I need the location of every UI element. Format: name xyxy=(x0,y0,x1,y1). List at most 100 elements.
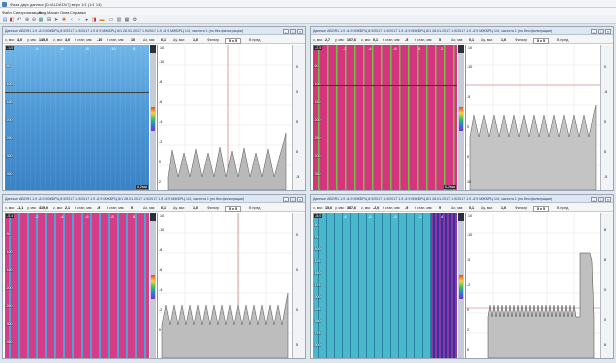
right-axis-label: -5 xyxy=(296,175,300,179)
minimize-button[interactable]: – xyxy=(283,196,289,202)
x-value[interactable]: 15,6 xyxy=(325,205,332,210)
menu-help[interactable]: Справка xyxy=(70,9,86,15)
scan-image[interactable]: -1,5 -4 -6 -8 -10 8 50 100 150 200 250 3… xyxy=(5,45,149,190)
layout-2-icon[interactable]: ▥ xyxy=(116,16,122,23)
tamp-value[interactable]: 9 xyxy=(439,205,441,210)
y-value[interactable]: 419,0 xyxy=(39,205,48,210)
arrow-left-icon[interactable]: ‹ xyxy=(71,16,73,23)
scan-image[interactable]: -2,5 -2 -4 -6 0 2 50 100 150 200 250 300… xyxy=(313,45,457,190)
dx-value[interactable]: 0,1 xyxy=(161,37,166,42)
layout-1-icon[interactable]: ▭ xyxy=(108,16,114,23)
cursor-icon[interactable]: ➤ xyxy=(53,16,59,23)
amp-value[interactable]: -9 xyxy=(97,205,101,210)
menu-view[interactable]: Вид xyxy=(39,9,47,15)
profile-plot[interactable]: 10 -10 -8 -6 -4 -2 0 xyxy=(157,213,292,358)
folder-icon[interactable]: ▤ xyxy=(2,16,8,23)
minimize-button[interactable]: – xyxy=(591,196,597,202)
amp-value[interactable]: -10 xyxy=(97,37,103,42)
filter-select[interactable]: 5 х 5 xyxy=(533,205,549,212)
palette-icon[interactable]: ▬ xyxy=(99,16,105,23)
menu-windows[interactable]: Окна xyxy=(60,9,70,15)
profile-plot[interactable]: 10 -10 -5 0 5 10 xyxy=(465,45,600,190)
menu-masks[interactable]: Маски xyxy=(47,9,59,15)
color-scale[interactable] xyxy=(458,45,464,190)
sq-label[interactable]: В пред xyxy=(557,37,569,42)
y-value[interactable]: 145,0 xyxy=(39,37,48,42)
arrow-right-icon[interactable]: › xyxy=(78,16,80,23)
color-scale[interactable] xyxy=(458,213,464,358)
plot-y-label: 0 xyxy=(467,125,469,129)
y-value[interactable]: 387,6 xyxy=(347,205,356,210)
filter-select[interactable]: 5 х 5 xyxy=(225,37,241,44)
menu-sync[interactable]: Синхронизация xyxy=(13,9,42,15)
maximize-button[interactable]: □ xyxy=(290,196,296,202)
amp-value[interactable]: -5 xyxy=(405,37,409,42)
close-button[interactable]: × xyxy=(605,196,611,202)
dx-label: Δx, мм: xyxy=(143,205,156,210)
top-mark: -4 xyxy=(35,46,39,51)
menu-file[interactable]: Файл xyxy=(2,9,12,15)
close-button[interactable]: × xyxy=(297,196,303,202)
settings-icon[interactable]: ⚙ xyxy=(132,16,138,23)
z-value[interactable]: -2,0 xyxy=(373,205,380,210)
dy-value[interactable]: 1,0 xyxy=(193,37,198,42)
filter-select[interactable]: 5 х 5 xyxy=(533,37,549,44)
plot-y-label: 0 xyxy=(467,308,469,312)
z-value[interactable]: 4,0 xyxy=(65,37,70,42)
marker-icon[interactable]: ✚ xyxy=(61,16,67,23)
close-button[interactable]: × xyxy=(297,28,303,34)
profile-plot[interactable]: 10 -10 -5 -2 0 2 5 xyxy=(465,213,600,358)
dy-value[interactable]: 1,0 xyxy=(193,205,198,210)
dx-value[interactable]: 0,1 xyxy=(469,37,474,42)
dy-value[interactable]: 1,0 xyxy=(501,37,506,42)
amp-value[interactable]: -9 xyxy=(405,205,409,210)
depth-label: 275 xyxy=(314,331,321,335)
zoom-out-icon[interactable]: ⊖ xyxy=(31,16,37,23)
zoom-in-icon[interactable]: ⊕ xyxy=(24,16,30,23)
cursor-line[interactable] xyxy=(5,92,149,93)
z-value[interactable]: 2,1 xyxy=(65,205,70,210)
dx-value[interactable]: 0,1 xyxy=(469,205,474,210)
tamp-value[interactable]: 5 xyxy=(439,37,441,42)
scan-image[interactable]: -8,0 -4 -6 -8 -2 4 50 75 100 125 150 175… xyxy=(313,213,457,358)
layout-4-icon[interactable]: ▦ xyxy=(124,16,130,23)
cursor-line[interactable] xyxy=(313,85,457,86)
sq-label[interactable]: В пред xyxy=(249,205,261,210)
maximize-button[interactable]: □ xyxy=(290,28,296,34)
top-mark: -6 xyxy=(60,46,64,51)
dy-value[interactable]: 1,0 xyxy=(501,205,506,210)
filter-select[interactable]: 5 х 5 xyxy=(225,205,241,212)
tamp-value[interactable]: 10 xyxy=(131,37,135,42)
sq-label[interactable]: В пред xyxy=(249,37,261,42)
maximize-button[interactable]: □ xyxy=(598,196,604,202)
color-scale[interactable] xyxy=(150,213,156,358)
stop-icon[interactable]: ◨ xyxy=(91,16,97,23)
right-axis-label: -5 xyxy=(604,90,608,94)
tamp-value[interactable]: 9 xyxy=(131,205,133,210)
dx-value[interactable]: 0,1 xyxy=(161,205,166,210)
undo-icon[interactable]: ↶ xyxy=(16,16,22,23)
x-value[interactable]: 2,7 xyxy=(325,37,330,42)
grid-icon[interactable]: ▦ xyxy=(38,16,44,23)
panel-top-left: Данные ABOR1 1.9 -8-9 МЖБРЦ 8.9/2017 1.9… xyxy=(2,26,306,191)
x-label: x, мм: xyxy=(5,37,15,42)
x-value[interactable]: 4,0 xyxy=(17,37,22,42)
maximize-button[interactable]: □ xyxy=(598,28,604,34)
minimize-button[interactable]: – xyxy=(591,28,597,34)
right-axis-label: 0 xyxy=(604,65,606,69)
save-icon[interactable]: ◧ xyxy=(9,16,15,23)
scan-image[interactable]: -5,4 -2 -4 -6 -8 8 50 100 150 200 250 30… xyxy=(5,213,149,358)
close-button[interactable]: × xyxy=(605,28,611,34)
play-icon[interactable]: ▸ xyxy=(85,16,89,23)
y-value[interactable]: 107,6 xyxy=(347,37,356,42)
ruler-icon[interactable]: ⊞ xyxy=(46,16,52,23)
x-value[interactable]: -1,1 xyxy=(17,205,24,210)
minimize-button[interactable]: – xyxy=(283,28,289,34)
profile-plot[interactable]: 10 -10 -8 -6 -4 -2 0 2 xyxy=(157,45,292,190)
sq-label[interactable]: В пред xyxy=(557,205,569,210)
panel-header: Данные ABOR1 1.9 -8-9 МЖБРЦ 8.9/2017 1.9… xyxy=(3,27,305,35)
depth-label: 150 xyxy=(314,100,321,104)
z-value[interactable]: 0,1 xyxy=(373,37,378,42)
right-axis-label: 0 xyxy=(296,90,298,94)
color-scale[interactable] xyxy=(150,45,156,190)
